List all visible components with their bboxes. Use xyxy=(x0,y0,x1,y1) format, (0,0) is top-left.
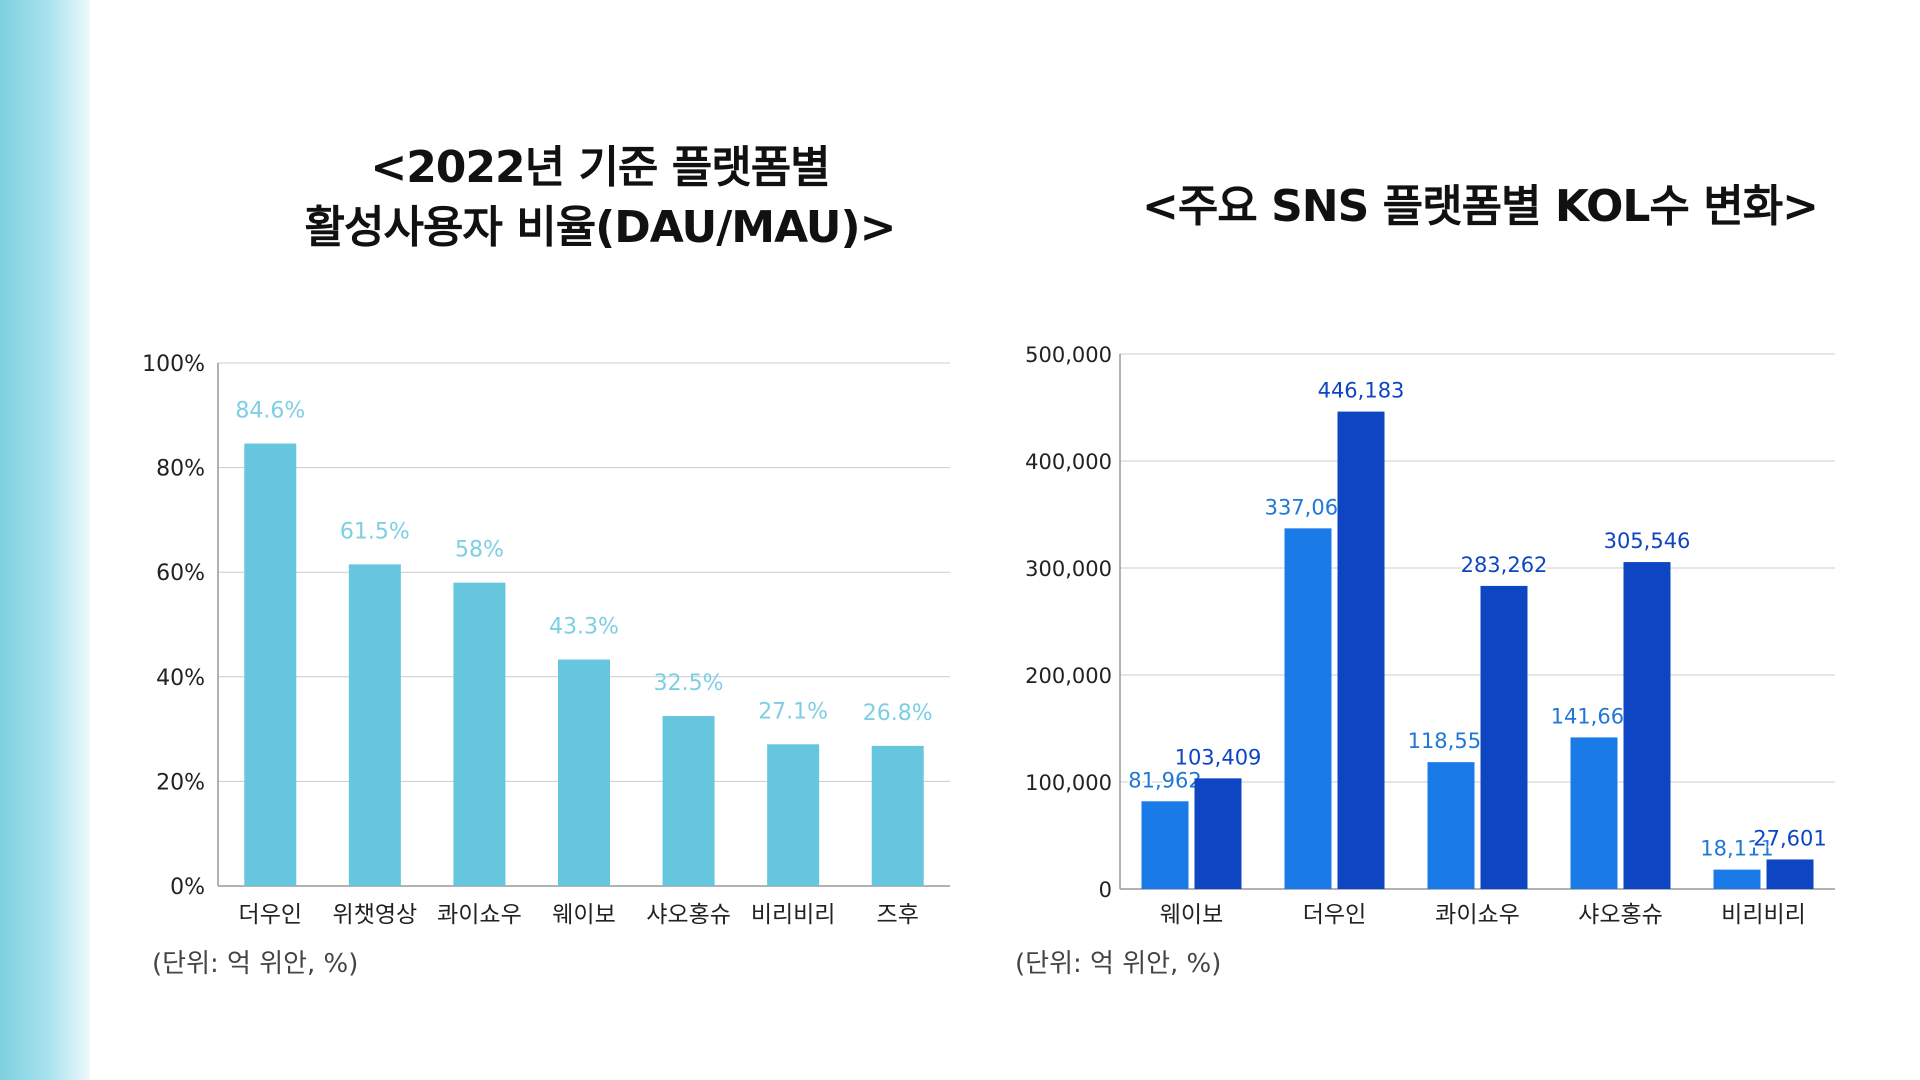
left-unit-note: (단위: 억 위안, %) xyxy=(152,949,359,979)
bar xyxy=(558,659,610,886)
y-tick-label: 200,000 xyxy=(1025,664,1112,688)
bar xyxy=(453,582,506,886)
data-label-series-2: 283,262 xyxy=(1461,553,1548,577)
category-label: 위챗영상 xyxy=(333,902,418,928)
category-label: 샤오홍슈 xyxy=(646,902,731,928)
category-label: 비리비리 xyxy=(751,902,836,928)
bar xyxy=(662,716,715,886)
bar xyxy=(871,745,924,886)
right-unit-note: (단위: 억 위안, %) xyxy=(1015,949,1222,979)
left-title-line2: 활성사용자 비율(DAU/MAU)> xyxy=(304,202,897,253)
bar-series-1 xyxy=(1570,737,1618,889)
right-chart-title: <주요 SNS 플랫폼별 KOL수 변화> xyxy=(1141,181,1819,232)
data-label-series-2: 446,183 xyxy=(1318,379,1405,403)
data-label: 27.1% xyxy=(758,699,828,724)
y-tick-label: 100% xyxy=(142,352,205,377)
category-label: 웨이보 xyxy=(552,902,615,928)
category-label: 콰이쇼우 xyxy=(1435,902,1520,928)
data-label: 61.5% xyxy=(340,519,410,544)
bar-series-2 xyxy=(1623,562,1671,889)
data-label: 43.3% xyxy=(549,615,619,640)
category-label: 콰이쇼우 xyxy=(437,902,522,928)
left-title-line1: <2022년 기준 플랫폼별 xyxy=(370,142,830,193)
y-tick-label: 100,000 xyxy=(1025,771,1112,795)
category-label: 즈후 xyxy=(877,902,919,928)
data-label: 58% xyxy=(455,538,504,563)
bar-series-1 xyxy=(1284,528,1332,889)
y-tick-label: 500,000 xyxy=(1025,343,1112,367)
category-label: 웨이보 xyxy=(1160,902,1223,928)
data-label-series-1: 81,962 xyxy=(1128,768,1201,792)
bar-series-1 xyxy=(1141,801,1189,889)
y-tick-label: 0% xyxy=(170,875,205,900)
data-label: 32.5% xyxy=(654,671,724,696)
y-tick-label: 40% xyxy=(156,666,205,691)
data-label-series-1: 141,667 xyxy=(1551,704,1638,728)
y-tick-label: 400,000 xyxy=(1025,450,1112,474)
bar-series-1 xyxy=(1427,762,1475,889)
bar-series-2 xyxy=(1194,778,1242,889)
bar-series-2 xyxy=(1480,585,1528,889)
y-tick-label: 300,000 xyxy=(1025,557,1112,581)
decorative-side-strip xyxy=(0,0,90,1080)
data-label: 84.6% xyxy=(235,399,305,424)
bar-series-2 xyxy=(1766,859,1814,889)
y-tick-label: 60% xyxy=(156,561,205,586)
left-chart-title: <2022년 기준 플랫폼별 활성사용자 비율(DAU/MAU)> xyxy=(150,138,1050,258)
bar xyxy=(767,744,820,886)
category-label: 비리비리 xyxy=(1721,902,1806,928)
bar-series-1 xyxy=(1713,869,1761,889)
data-label-series-1: 18,111 xyxy=(1700,837,1773,861)
data-label-series-2: 103,409 xyxy=(1175,745,1262,769)
category-label: 샤오홍슈 xyxy=(1578,902,1663,928)
y-tick-label: 20% xyxy=(156,770,205,795)
data-label-series-2: 305,546 xyxy=(1604,529,1691,553)
data-label: 26.8% xyxy=(863,701,933,726)
data-label-series-2: 27,601 xyxy=(1753,826,1826,850)
y-tick-label: 0 xyxy=(1099,878,1112,902)
bar xyxy=(244,443,297,886)
bar xyxy=(348,564,401,886)
bar-series-2 xyxy=(1337,411,1385,889)
y-tick-label: 80% xyxy=(156,457,205,482)
category-label: 더우인 xyxy=(1303,902,1366,928)
category-label: 더우인 xyxy=(239,902,302,928)
